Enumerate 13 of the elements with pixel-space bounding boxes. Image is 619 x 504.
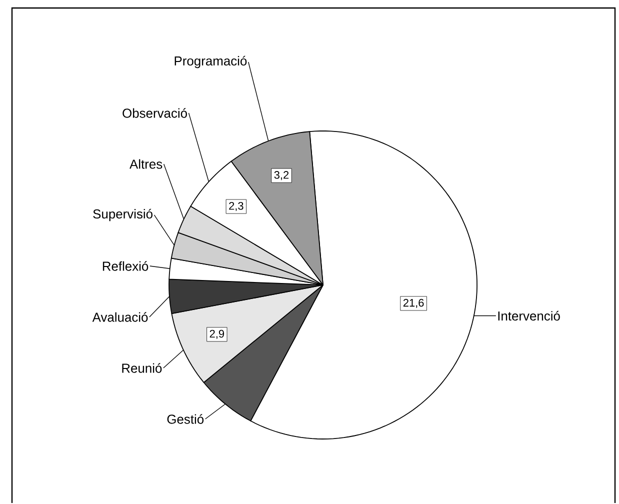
slice-label: Reflexió (102, 261, 148, 272)
slice-label: Observació (122, 108, 187, 118)
data-label: 2,3 (229, 202, 244, 212)
slice-label: Supervisió (93, 209, 152, 222)
data-label: 2,9 (210, 330, 224, 340)
slice-label: Reunió (122, 363, 162, 374)
slice-label: Altres (130, 159, 162, 169)
data-label: 3,2 (274, 171, 289, 180)
slice-label: Intervenció (498, 311, 560, 321)
slice-label: Avaluació (92, 312, 148, 322)
slice-label: Gestió (167, 414, 204, 424)
data-label: 21,6 (403, 299, 424, 308)
slice-label: Programació (174, 56, 247, 68)
